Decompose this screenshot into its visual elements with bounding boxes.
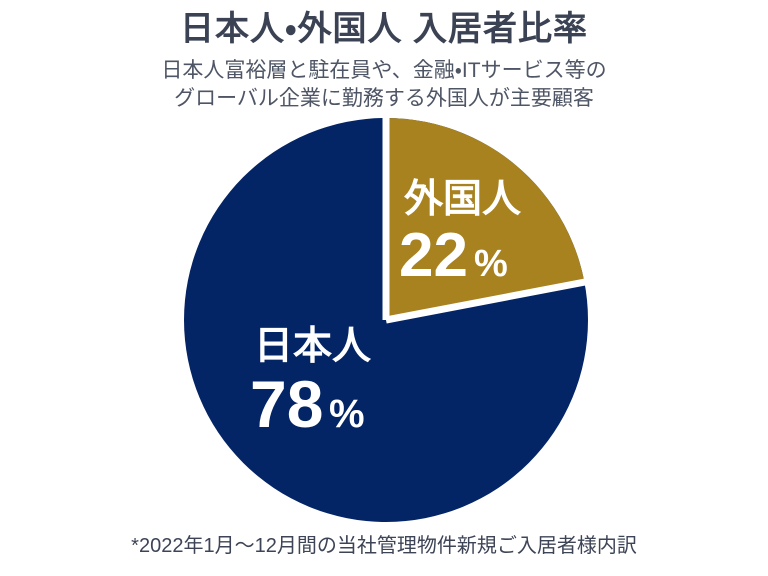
chart-subtitle: 日本人富裕層と駐在員や、金融・ITサービス等の グローバル企業に勤務する外国人が… <box>0 57 768 113</box>
pie-slice-foreigner <box>386 118 585 320</box>
slice-divider-diagonal <box>385 278 589 324</box>
japanese-slice-value: 78 <box>250 367 323 441</box>
footnote: *2022年1月〜12月間の当社管理物件新規ご入居者様内訳 <box>131 535 637 557</box>
japanese-slice-label: 日本人 <box>254 325 372 368</box>
chart-title: 日本人・外国人 入居者比率 <box>179 10 588 48</box>
chart-subtitle-line-1: 日本人富裕層と駐在員や、金融・ITサービス等の <box>161 59 607 82</box>
foreigner-slice-label: 外国人 <box>403 178 522 221</box>
japanese-percent-sign: % <box>329 392 365 436</box>
foreigner-percent-sign: % <box>474 243 508 285</box>
chart-subtitle-line-2: グローバル企業に勤務する外国人が主要顧客 <box>174 87 594 110</box>
foreigner-slice-value: 22 <box>399 221 468 290</box>
